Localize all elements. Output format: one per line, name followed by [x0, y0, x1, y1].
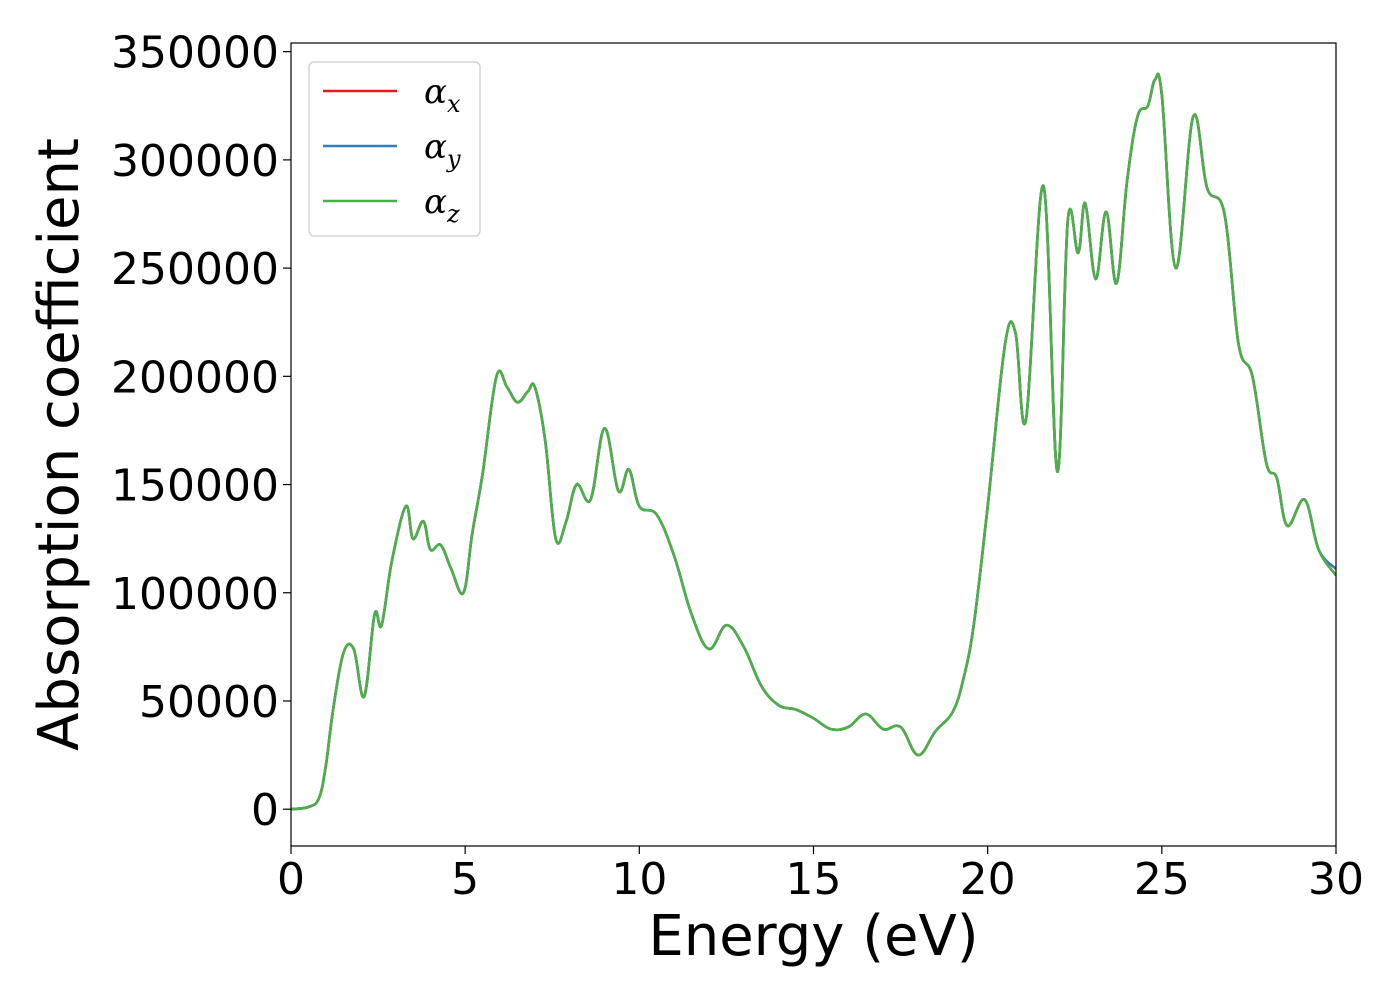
x-tick-label: 20	[960, 854, 1016, 905]
y-tick-label: 250000	[111, 244, 279, 295]
y-tick-label: 100000	[111, 569, 279, 620]
legend: αx αy αz	[308, 61, 481, 237]
x-tick-label: 30	[1308, 854, 1364, 905]
x-axis: 0 5 10 15 20 25 30	[277, 846, 1364, 905]
y-tick-label: 300000	[111, 136, 279, 187]
y-axis: 0 50000 100000 150000 200000 250000 300000 3500…	[111, 28, 291, 836]
x-axis-title: Energy (eV)	[648, 904, 978, 969]
legend-label: αz	[424, 182, 460, 228]
y-axis-title: Absorption coefficient	[27, 138, 92, 751]
x-tick-label: 10	[611, 854, 667, 905]
legend-box	[308, 61, 481, 237]
y-tick-label: 150000	[111, 461, 279, 512]
legend-label: αy	[424, 127, 461, 173]
series-line-3	[291, 72, 1336, 811]
y-tick-label: 350000	[111, 28, 279, 79]
x-tick-label: 5	[451, 854, 479, 905]
x-tick-label: 25	[1134, 854, 1190, 905]
x-tick-label: 15	[786, 854, 842, 905]
legend-label: αx	[424, 72, 461, 118]
y-tick-label: 50000	[139, 677, 279, 728]
series-layer	[291, 72, 1336, 811]
y-tick-label: 0	[251, 785, 279, 836]
y-tick-label: 200000	[111, 352, 279, 403]
x-tick-label: 0	[277, 854, 305, 905]
